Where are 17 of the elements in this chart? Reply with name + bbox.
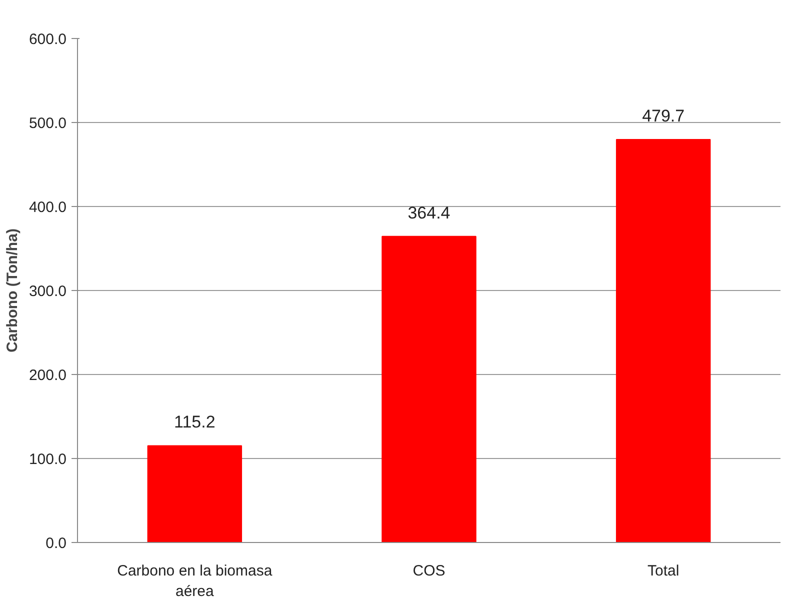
bar [147, 445, 242, 542]
bar [616, 139, 711, 542]
y-tick-label: 100.0 [28, 451, 67, 468]
y-tick-label: 600.0 [28, 31, 67, 48]
y-tick-label: 300.0 [28, 283, 67, 300]
bar [382, 236, 476, 542]
data-label: 479.7 [642, 106, 685, 126]
y-axis-title: Carbono (Ton/ha) [4, 228, 21, 352]
data-label: 364.4 [408, 203, 450, 222]
x-tick-label: Carbono en la biomasa aérea [117, 562, 273, 600]
x-tick-label: Total [647, 562, 680, 580]
y-tick-label: 200.0 [28, 367, 67, 384]
data-label: 115.2 [174, 412, 216, 432]
y-tick-label: 0.0 [46, 535, 67, 552]
y-tick-label: 400.0 [28, 199, 67, 216]
y-tick-label: 500.0 [28, 115, 67, 132]
x-tick-label: COS [412, 562, 446, 580]
